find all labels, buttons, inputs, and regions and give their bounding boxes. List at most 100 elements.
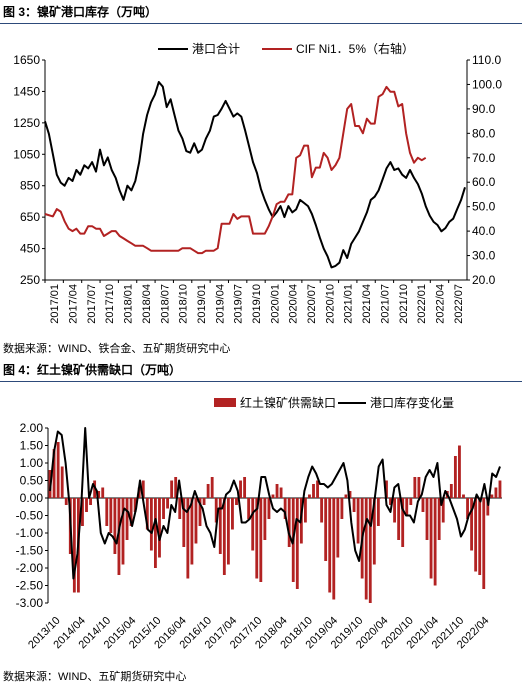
gap-bar (340, 498, 344, 519)
gap-bar (145, 498, 149, 530)
gap-bar (89, 498, 92, 505)
right-tick-label: 90.0 (472, 102, 496, 116)
gap-bar (453, 456, 457, 498)
left-tick-label: 1650 (13, 53, 40, 67)
x-tick-label: 2020/07 (306, 284, 318, 324)
x-tick-label: 2018/10 (178, 284, 190, 324)
port-inventory-chart: 港口合计 CIF Ni1．5%（右轴） 250 450 650 850 1050 1250… (13, 41, 502, 324)
x-tick-label: 2017/01 (49, 284, 61, 324)
gap-bar (141, 480, 145, 498)
x-tick-label: 2017/07 (86, 284, 98, 324)
right-tick-label: 100.0 (472, 77, 502, 91)
x-tick-label: 2020/01 (269, 284, 281, 324)
x-tick-label: 2018/07 (159, 284, 171, 324)
gap-bar (433, 498, 437, 586)
gap-bar (121, 498, 125, 565)
gap-bar (178, 498, 182, 519)
figure-4-source: 数据来源：WIND、五矿期货研究中心 (3, 671, 187, 683)
gap-bar (72, 498, 76, 593)
y-tick-label: -2.50 (16, 579, 44, 593)
gap-bar (397, 498, 401, 540)
gap-bar (312, 484, 315, 498)
x-tick-label: 2022/07 (453, 284, 465, 324)
legend-label-cif-price: CIF Ni1．5%（右轴） (296, 41, 414, 56)
gap-bar (125, 498, 129, 540)
y-tick-label: -1.00 (16, 526, 44, 540)
gap-bar (235, 498, 238, 505)
gap-bar (182, 498, 186, 547)
gap-bar (113, 498, 117, 554)
gap-bar (441, 498, 445, 523)
gap-bar (186, 498, 190, 579)
gap-bar (324, 498, 328, 561)
y-tick-label: -2.00 (16, 561, 44, 575)
gap-bar (279, 487, 283, 498)
gap-bar (283, 498, 287, 519)
y-tick-label: 1.00 (20, 456, 44, 470)
legend-label-inventory-change: 港口库存变化量 (370, 395, 454, 410)
gap-bar (320, 498, 324, 523)
x-tick-label: 2018/04 (141, 284, 153, 324)
x-tick-label: 2021/04 (361, 284, 373, 324)
x-tick-label: 2019/01 (196, 284, 208, 324)
right-tick-label: 50.0 (472, 200, 496, 214)
gap-bar (263, 498, 267, 540)
y-tick-label: 1.50 (20, 439, 44, 453)
gap-bar (466, 498, 469, 519)
gap-bar (498, 480, 502, 498)
gap-bar (259, 498, 263, 582)
series-line-inventory-change (49, 427, 501, 580)
gap-bar (470, 498, 474, 551)
gap-bar (56, 442, 60, 498)
y-tick-label: -3.00 (16, 596, 44, 610)
left-tick-label: 1050 (13, 147, 40, 161)
gap-bar (194, 498, 198, 544)
figure-4-divider (0, 381, 522, 382)
x-tick-label: 2020/04 (288, 284, 300, 324)
gap-bar (243, 477, 247, 498)
gap-bar (462, 494, 465, 498)
gap-bar (149, 498, 153, 551)
gap-bar (474, 498, 478, 572)
gap-bar (482, 498, 486, 589)
figure-3-source: 数据来源：WIND、铁合金、五矿期货研究中心 (3, 343, 231, 355)
gap-bar (376, 498, 380, 526)
gap-bar (101, 487, 105, 498)
gap-bar (494, 487, 498, 498)
legend-label-supply-gap: 红土镍矿供需缺口 (240, 395, 336, 410)
gap-bar (105, 498, 109, 526)
gap-bar (271, 494, 275, 498)
gap-bar (458, 445, 461, 498)
x-tick-label: 2021/07 (379, 284, 391, 324)
figure-3-divider (0, 23, 522, 24)
y-tick-label: -0.50 (16, 509, 44, 523)
gap-bar (295, 498, 299, 589)
x-tick-label: 2017/04 (68, 284, 80, 324)
gap-bar (52, 449, 56, 498)
y-tick-label: 2.00 (20, 421, 44, 435)
gap-bar (231, 498, 234, 530)
gap-bar (348, 491, 352, 498)
gap-bar (251, 498, 255, 551)
gap-bar (93, 480, 97, 498)
gap-bar (437, 498, 441, 540)
gap-bar (425, 498, 429, 540)
gap-bar (381, 498, 384, 499)
gap-bar (478, 498, 482, 575)
left-tick-label: 850 (20, 179, 40, 193)
x-tick-label: 2017/10 (104, 284, 116, 324)
gap-bar (332, 498, 336, 600)
laterite-nickel-gap-chart: 红土镍矿供需缺口 港口库存变化量 2.00 1.50 1.00 0.50 0.00 -0.… (16, 395, 502, 651)
right-tick-label: 110.0 (472, 53, 501, 67)
gap-bar (109, 498, 113, 533)
gap-bar (421, 498, 425, 512)
figure-4-title: 图 4：红土镍矿供需缺口（万吨） (3, 363, 182, 377)
gap-bar (287, 498, 291, 547)
gap-bar (368, 498, 372, 603)
chart1-legend: 港口合计 CIF Ni1．5%（右轴） (158, 41, 414, 56)
left-tick-label: 1450 (13, 84, 40, 98)
gap-bar (352, 498, 356, 512)
y-tick-label: -1.50 (16, 544, 44, 558)
gap-bar (170, 480, 174, 498)
gap-bar (344, 494, 348, 498)
